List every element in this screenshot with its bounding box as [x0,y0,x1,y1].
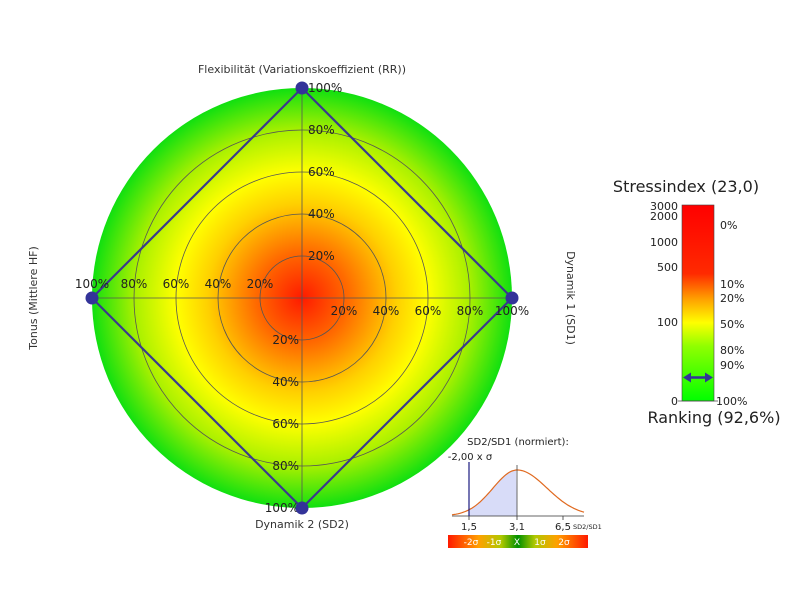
radar-tick-label-top: 20% [308,249,335,263]
axis-title-top: Flexibilität (Variationskoeffizient (RR)… [198,63,406,76]
radar-tick-label-right: 60% [415,304,442,318]
ranking-label: Ranking (92,6%) [647,408,780,427]
radar-point-right [505,291,519,305]
axis-title-left: Tonus (Mittlere HF) [27,246,40,350]
radar-tick-label-left: 20% [247,277,274,291]
radar-tick-label-top: 100% [308,81,342,95]
sd-tick-label: 3,1 [509,522,525,533]
stress-index-title: Stressindex (23,0) [613,177,759,196]
radar-tick-label-right: 20% [331,304,358,318]
sigma-scale-bar [448,535,588,548]
sd-tick-label: 1,5 [461,522,477,533]
stress-left-label: 100 [657,316,678,329]
stress-left-label: 2000 [650,210,678,223]
sd-tick-label: 6,5 [555,522,571,533]
radar-tick-label-right: 80% [457,304,484,318]
radar-chart: 20% 20% 20% 20% 40% 40% 40% 40% 60% 60% 60% 60% 80% 8… [27,63,577,531]
radar-tick-label-left: 80% [121,277,148,291]
stress-scale-bar [681,204,715,402]
stress-ranking-marker-icon [683,372,713,383]
sd-bell-shaded-area [469,470,517,516]
sd-unit-label: SD2/SD1 [573,523,602,531]
radar-tick-label-bottom: 100% [265,501,299,515]
radar-tick-label-right: 100% [495,304,529,318]
stress-right-label: 20% [720,292,744,305]
stress-left-label: 500 [657,261,678,274]
radar-tick-label-bottom: 80% [272,459,299,473]
stress-right-label: 100% [716,395,747,408]
sigma-label: 2σ [558,538,570,548]
radar-point-bottom [295,501,309,515]
sigma-label: 1σ [534,538,546,548]
sd-ratio-title: SD2/SD1 (normiert): [467,437,569,448]
radar-point-top [295,81,309,95]
radar-tick-label-left: 40% [205,277,232,291]
sd-ratio-panel: SD2/SD1 (normiert): -2,00 x σ 1,5 3,1 6,… [448,437,602,548]
axis-title-right: Dynamik 1 (SD1) [564,251,577,345]
radar-tick-label-left: 60% [163,277,190,291]
radar-tick-label-bottom: 20% [272,333,299,347]
stress-right-label: 80% [720,344,744,357]
radar-tick-label-bottom: 40% [272,375,299,389]
stress-right-label: 90% [720,359,744,372]
radar-tick-label-top: 80% [308,123,335,137]
sigma-label: -1σ [487,538,502,548]
sd-bell-curve [451,469,585,516]
sigma-label: -2σ [464,538,479,548]
stress-left-label: 3000 [650,200,678,213]
stress-index-panel: Stressindex (23,0) 3000 2000 1000 500 10… [613,177,781,427]
radar-tick-label-right: 40% [373,304,400,318]
axis-title-bottom: Dynamik 2 (SD2) [255,518,349,531]
stress-right-label: 50% [720,318,744,331]
sd-marker-label: -2,00 x σ [448,452,493,463]
stress-left-label: 0 [671,395,678,408]
radar-tick-label-bottom: 60% [272,417,299,431]
radar-tick-label-left: 100% [75,277,109,291]
radar-tick-label-top: 60% [308,165,335,179]
stress-right-label: 10% [720,278,744,291]
radar-tick-label-top: 40% [308,207,335,221]
stress-left-label: 1000 [650,236,678,249]
stress-right-label: 0% [720,219,737,232]
sigma-label: X [514,538,520,548]
radar-point-left [85,291,99,305]
